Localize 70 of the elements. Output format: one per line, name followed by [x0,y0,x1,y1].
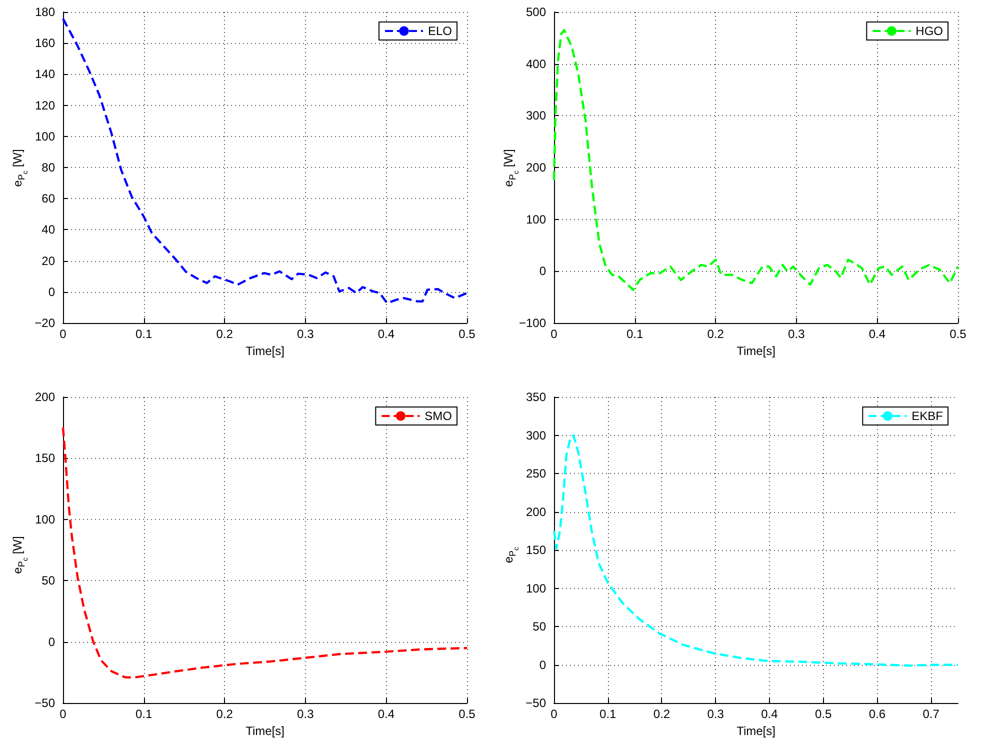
y-tick-label: 200 [526,160,546,174]
x-tick-label: 0.1 [600,707,617,722]
x-tick-label: 0.2 [653,707,670,722]
y-tick-label: 40 [42,222,56,237]
y-tick-label: 150 [526,543,546,558]
y-tick-label: −100 [518,316,546,330]
x-tick-label: 0.5 [458,707,476,722]
y-tick-label: −50 [526,696,546,710]
y-tick-label: 180 [34,5,56,19]
y-tick-label: 140 [34,67,56,82]
x-axis-title: Time[s] [736,344,776,358]
y-tick-label: 150 [34,451,56,466]
y-tick-label: 20 [42,254,56,268]
x-tick-label: 0 [60,327,67,341]
y-tick-label: 300 [526,428,546,442]
x-tick-label: 0.3 [788,327,806,341]
x-tick-label: 0.1 [626,327,644,341]
y-tick-label: 80 [42,160,56,174]
y-tick-label: 0 [48,284,56,299]
legend-label: ELO [428,24,452,38]
line-series [62,426,468,678]
x-tick-label: 0.5 [458,327,476,341]
x-tick-label: 0.7 [922,707,940,722]
y-tick-label: 200 [34,390,56,404]
y-tick-label: 400 [526,56,546,71]
y-tick-label: 100 [526,212,546,226]
x-tick-label: 0.4 [378,707,395,722]
y-tick-label: 100 [34,512,56,526]
x-tick-label: 0.2 [707,327,724,341]
legend-label: EKBF [912,409,943,423]
x-tick-label: 0.2 [216,327,234,341]
y-tick-label: 350 [526,390,546,404]
line-series [62,18,468,304]
x-tick-label: 0.5 [950,327,967,341]
line-series [552,434,960,667]
y-tick-label: 50 [532,620,546,634]
x-axis-title: Time[s] [246,344,284,358]
y-tick-label: 160 [34,36,56,50]
y-tick-label: 120 [34,98,56,112]
y-tick-label: 0 [539,658,546,672]
y-tick-label: 0 [48,634,56,649]
legend-label: HGO [916,24,944,38]
x-tick-label: 0.3 [297,707,314,722]
y-tick-label: 0 [539,264,546,278]
x-tick-label: 0.1 [135,707,152,722]
y-tick-label: 200 [526,504,546,519]
x-tick-label: 0.2 [216,707,234,722]
x-tick-label: 0 [60,707,67,722]
x-tick-label: 0.4 [378,327,395,341]
y-tick-label: 50 [42,574,56,588]
y-tick-label: 60 [42,192,56,206]
x-axis-title: Time[s] [736,724,776,738]
x-tick-label: 0.3 [297,327,314,341]
x-tick-label: 0 [550,707,558,722]
y-tick-label: −20 [34,316,56,330]
x-tick-label: 0.1 [135,327,152,341]
y-tick-label: 250 [526,466,546,481]
y-tick-label: 100 [34,129,56,144]
x-tick-label: 0.5 [814,707,832,722]
x-tick-label: 0 [550,327,558,341]
y-tick-label: 100 [526,581,546,596]
y-tick-label: 300 [526,108,546,123]
x-tick-label: 0.4 [761,707,778,722]
legend-label: SMO [424,409,452,423]
y-tick-label: −50 [34,696,56,710]
y-tick-label: 500 [526,5,546,19]
x-tick-label: 0.4 [868,327,886,341]
x-axis-title: Time[s] [246,724,284,738]
x-tick-label: 0.3 [707,707,724,722]
x-tick-label: 0.6 [868,707,886,722]
